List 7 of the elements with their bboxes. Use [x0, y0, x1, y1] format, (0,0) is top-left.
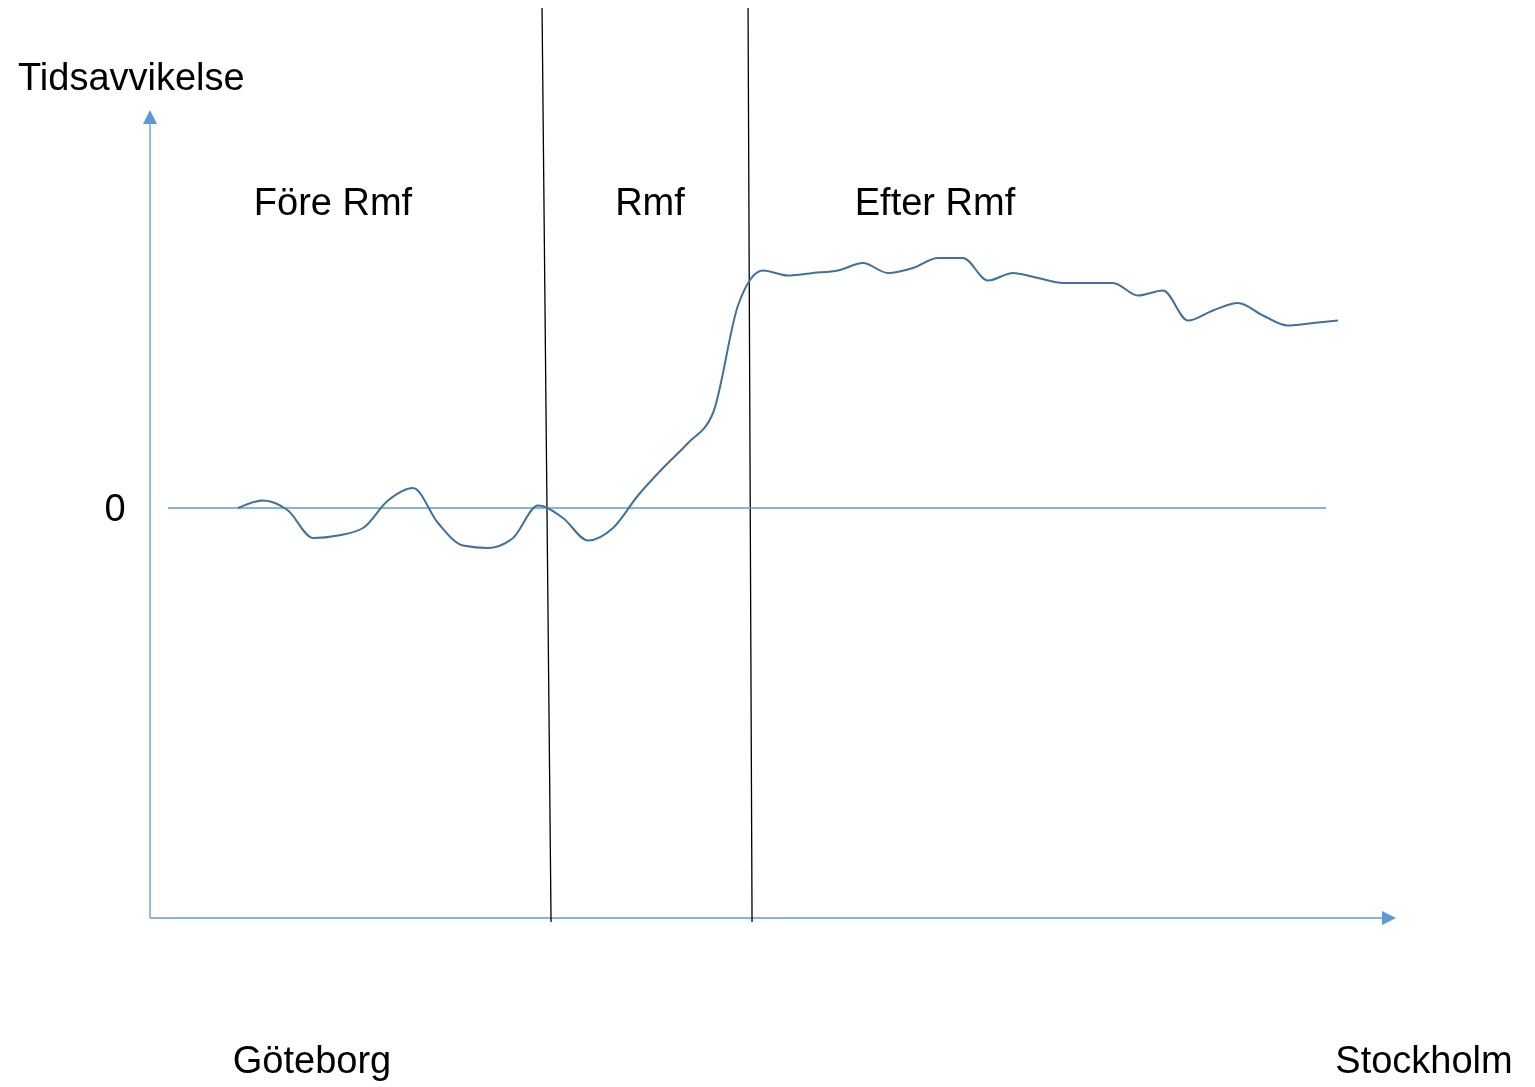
text: Efter Rmf: [854, 181, 1016, 224]
y-axis-title: Tidsavvikelse: [18, 56, 245, 98]
text: Göteborg: [232, 1039, 392, 1082]
text: Före Rmf: [253, 181, 413, 224]
ref-line-label: 0: [104, 487, 126, 530]
text: Stockholm: [1335, 1039, 1513, 1082]
text: Rmf: [615, 181, 686, 224]
